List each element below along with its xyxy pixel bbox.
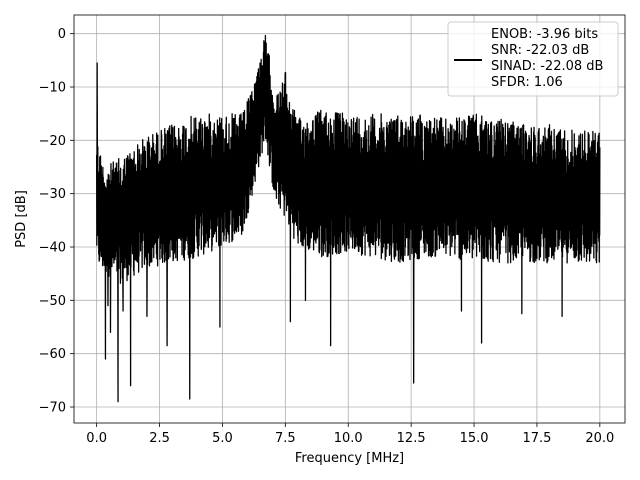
x-tick-label: 10.0 [334, 431, 363, 446]
y-tick-label: −50 [39, 294, 66, 309]
y-tick-label: −60 [39, 347, 66, 362]
y-tick-label: 0 [58, 27, 66, 42]
legend-entry-line: SFDR: 1.06 [491, 75, 563, 90]
y-tick-label: −20 [39, 134, 66, 149]
y-axis-label: PSD [dB] [14, 190, 29, 248]
y-tick-label: −40 [39, 241, 66, 256]
x-tick-label: 2.5 [149, 431, 170, 446]
legend-entry-line: SNR: -22.03 dB [491, 43, 589, 58]
psd-line [95, 34, 601, 403]
y-tick-label: −10 [39, 81, 66, 96]
x-tick-label: 5.0 [212, 431, 233, 446]
x-tick-label: 17.5 [522, 431, 551, 446]
plot-frame [73, 14, 626, 424]
x-tick-label: 20.0 [585, 431, 614, 446]
psd-series [95, 34, 601, 403]
x-tick-label: 0.0 [86, 431, 107, 446]
axis-ticks: 0.0 2.5 5.0 7.5 10.0 12.5 15.0 17.5 20.0 0 −10 −20 −… [39, 27, 615, 446]
y-tick-label: −70 [39, 401, 66, 416]
x-tick-label: 15.0 [460, 431, 489, 446]
y-tick-label: −30 [39, 187, 66, 202]
x-axis-label: Frequency [MHz] [295, 451, 404, 466]
x-tick-label: 12.5 [397, 431, 426, 446]
legend-entry-line: SINAD: -22.08 dB [491, 59, 603, 74]
legend-entry-line: ENOB: -3.96 bits [491, 27, 598, 42]
x-tick-label: 7.5 [275, 431, 296, 446]
legend-box [447, 21, 619, 97]
